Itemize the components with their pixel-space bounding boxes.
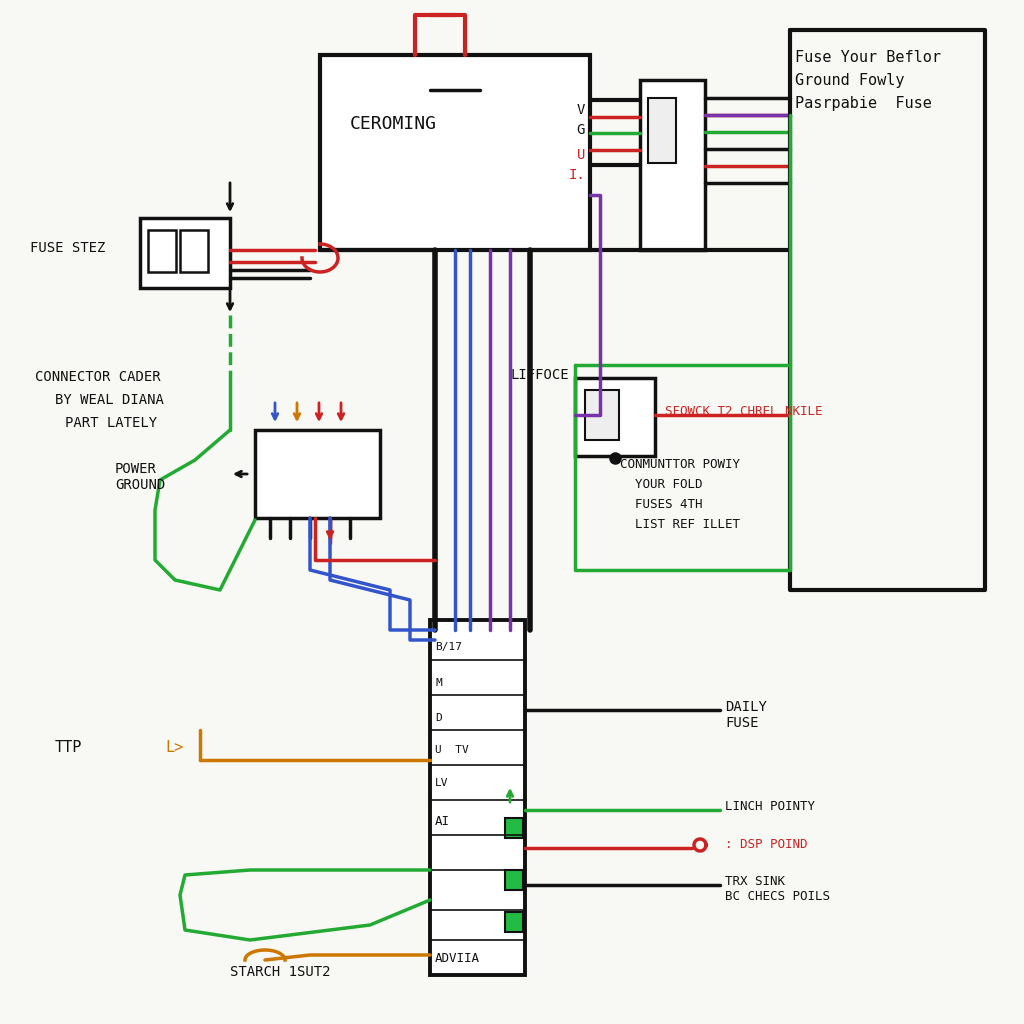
Bar <box>648 98 676 163</box>
Text: PART LATELY: PART LATELY <box>65 416 157 430</box>
Bar <box>505 870 523 890</box>
Bar <box>575 378 655 456</box>
Bar <box>180 230 208 272</box>
Bar <box>140 218 230 288</box>
Text: CONMUNTTOR POWIY: CONMUNTTOR POWIY <box>620 458 740 471</box>
Text: Ground Fowly: Ground Fowly <box>795 73 904 88</box>
Text: LIST REF ILLET: LIST REF ILLET <box>635 518 740 531</box>
Text: : DSP POIND: : DSP POIND <box>725 838 808 851</box>
Text: I.: I. <box>568 168 585 182</box>
Bar <box>585 390 618 440</box>
Text: DAILY
FUSE: DAILY FUSE <box>725 700 767 730</box>
Text: YOUR FOLD: YOUR FOLD <box>635 478 702 490</box>
Text: FUSE STEZ: FUSE STEZ <box>30 241 105 255</box>
Text: CONNECTOR CADER: CONNECTOR CADER <box>35 370 161 384</box>
Text: TTP: TTP <box>55 740 82 756</box>
Text: LV: LV <box>435 778 449 788</box>
Text: SFOWCK T2 CHREL NKILE: SFOWCK T2 CHREL NKILE <box>665 406 822 418</box>
Bar <box>640 80 705 250</box>
Text: AI: AI <box>435 815 450 828</box>
Text: CEROMING: CEROMING <box>350 115 437 133</box>
Text: FUSES 4TH: FUSES 4TH <box>635 498 702 511</box>
Text: M: M <box>435 678 441 688</box>
Text: L>: L> <box>165 740 183 756</box>
Text: LIFFOCE: LIFFOCE <box>510 368 568 382</box>
Text: Fuse Your Beflor: Fuse Your Beflor <box>795 50 941 65</box>
Text: G: G <box>577 123 585 137</box>
Text: POWER
GROUND: POWER GROUND <box>115 462 165 493</box>
Text: LINCH POINTY: LINCH POINTY <box>725 800 815 813</box>
Text: U  TV: U TV <box>435 745 469 755</box>
Bar <box>430 620 525 975</box>
Text: U: U <box>577 148 585 162</box>
Text: Pasrpabie  Fuse: Pasrpabie Fuse <box>795 96 932 111</box>
Text: ADVIIA: ADVIIA <box>435 952 480 965</box>
Text: B/17: B/17 <box>435 642 462 652</box>
Text: TRX SINK
BC CHECS POILS: TRX SINK BC CHECS POILS <box>725 874 830 903</box>
Bar <box>505 818 523 838</box>
Text: BY WEAL DIANA: BY WEAL DIANA <box>55 393 164 407</box>
Bar <box>255 430 380 518</box>
Bar <box>148 230 176 272</box>
Bar <box>505 912 523 932</box>
Bar <box>319 55 590 250</box>
Text: D: D <box>435 713 441 723</box>
Text: V: V <box>577 103 585 117</box>
Text: STARCH 1SUT2: STARCH 1SUT2 <box>230 965 331 979</box>
